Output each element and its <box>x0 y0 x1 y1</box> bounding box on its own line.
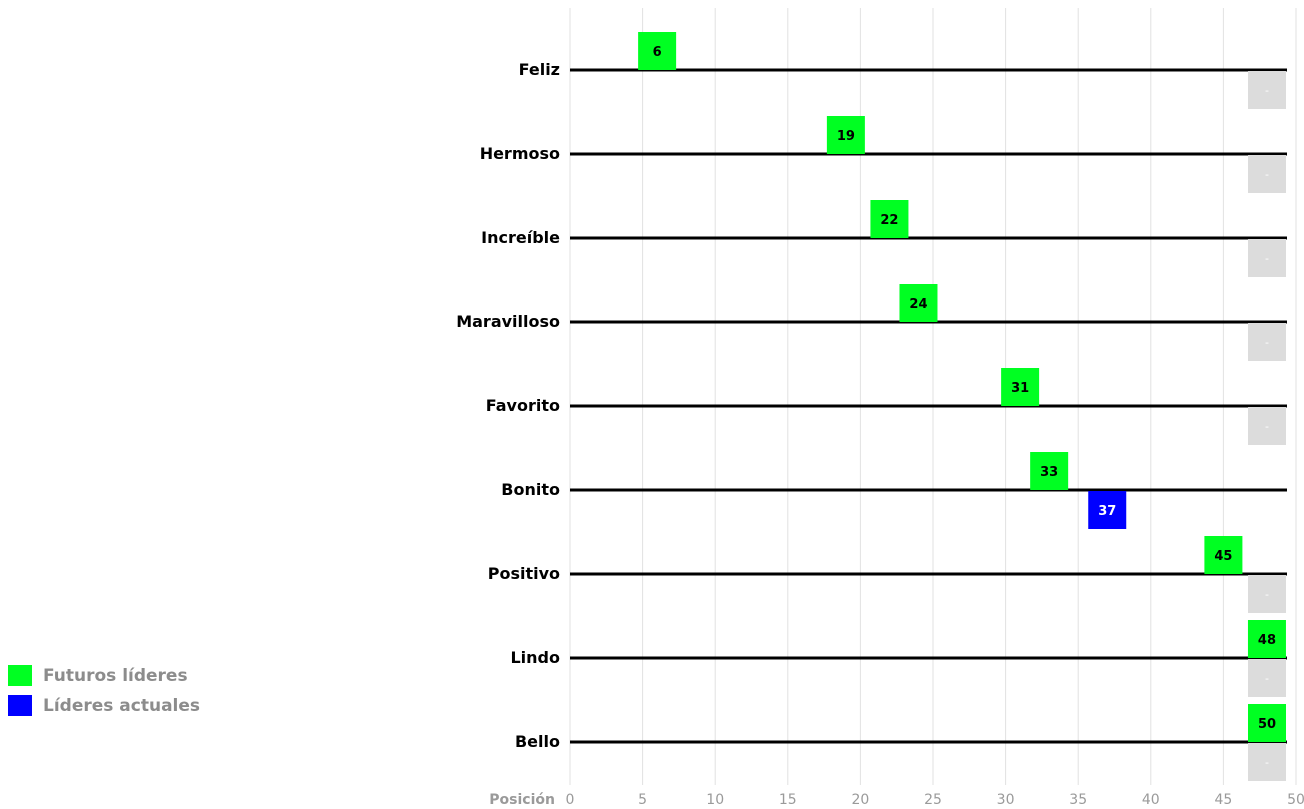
marker-missing-label: - <box>1265 336 1269 349</box>
marker-futuros[interactable] <box>638 32 677 70</box>
category-label: Positivo <box>488 564 560 583</box>
marker-missing-label: - <box>1265 756 1269 769</box>
marker-label-futuros: 48 <box>1258 633 1276 648</box>
marker-missing-label: - <box>1265 84 1269 97</box>
marker-futuros[interactable] <box>1204 536 1243 574</box>
marker-label-futuros: 19 <box>837 129 855 144</box>
marker-label-futuros: 22 <box>880 213 898 228</box>
x-tick-label: 15 <box>779 792 797 808</box>
x-tick-label: 30 <box>997 792 1015 808</box>
legend-item-futuros[interactable]: Futuros líderes <box>8 662 200 689</box>
x-tick-label: 40 <box>1142 792 1160 808</box>
x-tick-label: 50 <box>1287 792 1304 808</box>
marker-missing-label: - <box>1265 420 1269 433</box>
x-tick-label: 5 <box>638 792 647 808</box>
legend-swatch-actuales <box>8 695 32 716</box>
x-tick-label: 25 <box>924 792 942 808</box>
markers: 6 - 19 - 22 - 24 - 31 - 33 37 45 - 48 - 50 - <box>638 32 1286 781</box>
legend-label: Líderes actuales <box>43 695 201 716</box>
marker-label-futuros: 31 <box>1011 381 1029 396</box>
marker-futuros[interactable] <box>1030 452 1069 490</box>
marker-missing-label: - <box>1265 672 1269 685</box>
marker-missing-label: - <box>1265 168 1269 181</box>
marker-label-actuales: 37 <box>1098 504 1116 519</box>
x-axis: 0 5 10 15 20 25 30 35 40 45 50 Posición <box>489 792 1304 808</box>
marker-futuros[interactable] <box>899 284 938 322</box>
category-label: Maravilloso <box>456 312 560 331</box>
category-label: Bonito <box>501 480 560 499</box>
marker-futuros[interactable] <box>1001 368 1040 406</box>
marker-missing <box>1248 659 1286 697</box>
marker-missing-label: - <box>1265 588 1269 601</box>
marker-futuros[interactable] <box>870 200 909 238</box>
marker-label-futuros: 50 <box>1258 717 1276 732</box>
marker-futuros[interactable] <box>826 116 865 154</box>
x-axis-title: Posición <box>489 792 555 808</box>
x-tick-label: 20 <box>851 792 869 808</box>
marker-label-futuros: 33 <box>1040 465 1058 480</box>
legend-item-actuales[interactable]: Líderes actuales <box>8 692 200 719</box>
x-tick-label: 0 <box>566 792 575 808</box>
marker-missing <box>1248 155 1286 193</box>
marker-label-futuros: 6 <box>653 45 662 60</box>
legend-swatch-futuros <box>8 665 32 686</box>
marker-missing <box>1248 239 1286 277</box>
marker-futuros[interactable] <box>1248 704 1286 742</box>
marker-label-futuros: 45 <box>1214 549 1232 564</box>
marker-missing <box>1248 575 1286 613</box>
rows: Feliz Hermoso Increíble Maravilloso Favorito… <box>456 60 1287 751</box>
x-tick-label: 45 <box>1214 792 1232 808</box>
x-tick-label: 10 <box>706 792 724 808</box>
marker-missing <box>1248 323 1286 361</box>
legend-label: Futuros líderes <box>43 665 188 686</box>
marker-missing <box>1248 71 1286 109</box>
category-label: Lindo <box>510 648 560 667</box>
legend: Futuros líderes Líderes actuales <box>8 662 200 722</box>
marker-futuros[interactable] <box>1247 620 1286 658</box>
grid-lines <box>569 8 1297 785</box>
category-label: Increíble <box>481 228 560 247</box>
category-label: Bello <box>515 732 560 751</box>
x-tick-label: 35 <box>1069 792 1087 808</box>
category-label: Hermoso <box>480 144 560 163</box>
category-label: Favorito <box>486 396 560 415</box>
marker-missing-label: - <box>1265 252 1269 265</box>
marker-missing <box>1248 407 1286 445</box>
marker-label-futuros: 24 <box>909 297 927 312</box>
marker-actuales[interactable] <box>1088 491 1127 529</box>
marker-missing <box>1248 743 1286 781</box>
category-label: Feliz <box>519 60 560 79</box>
